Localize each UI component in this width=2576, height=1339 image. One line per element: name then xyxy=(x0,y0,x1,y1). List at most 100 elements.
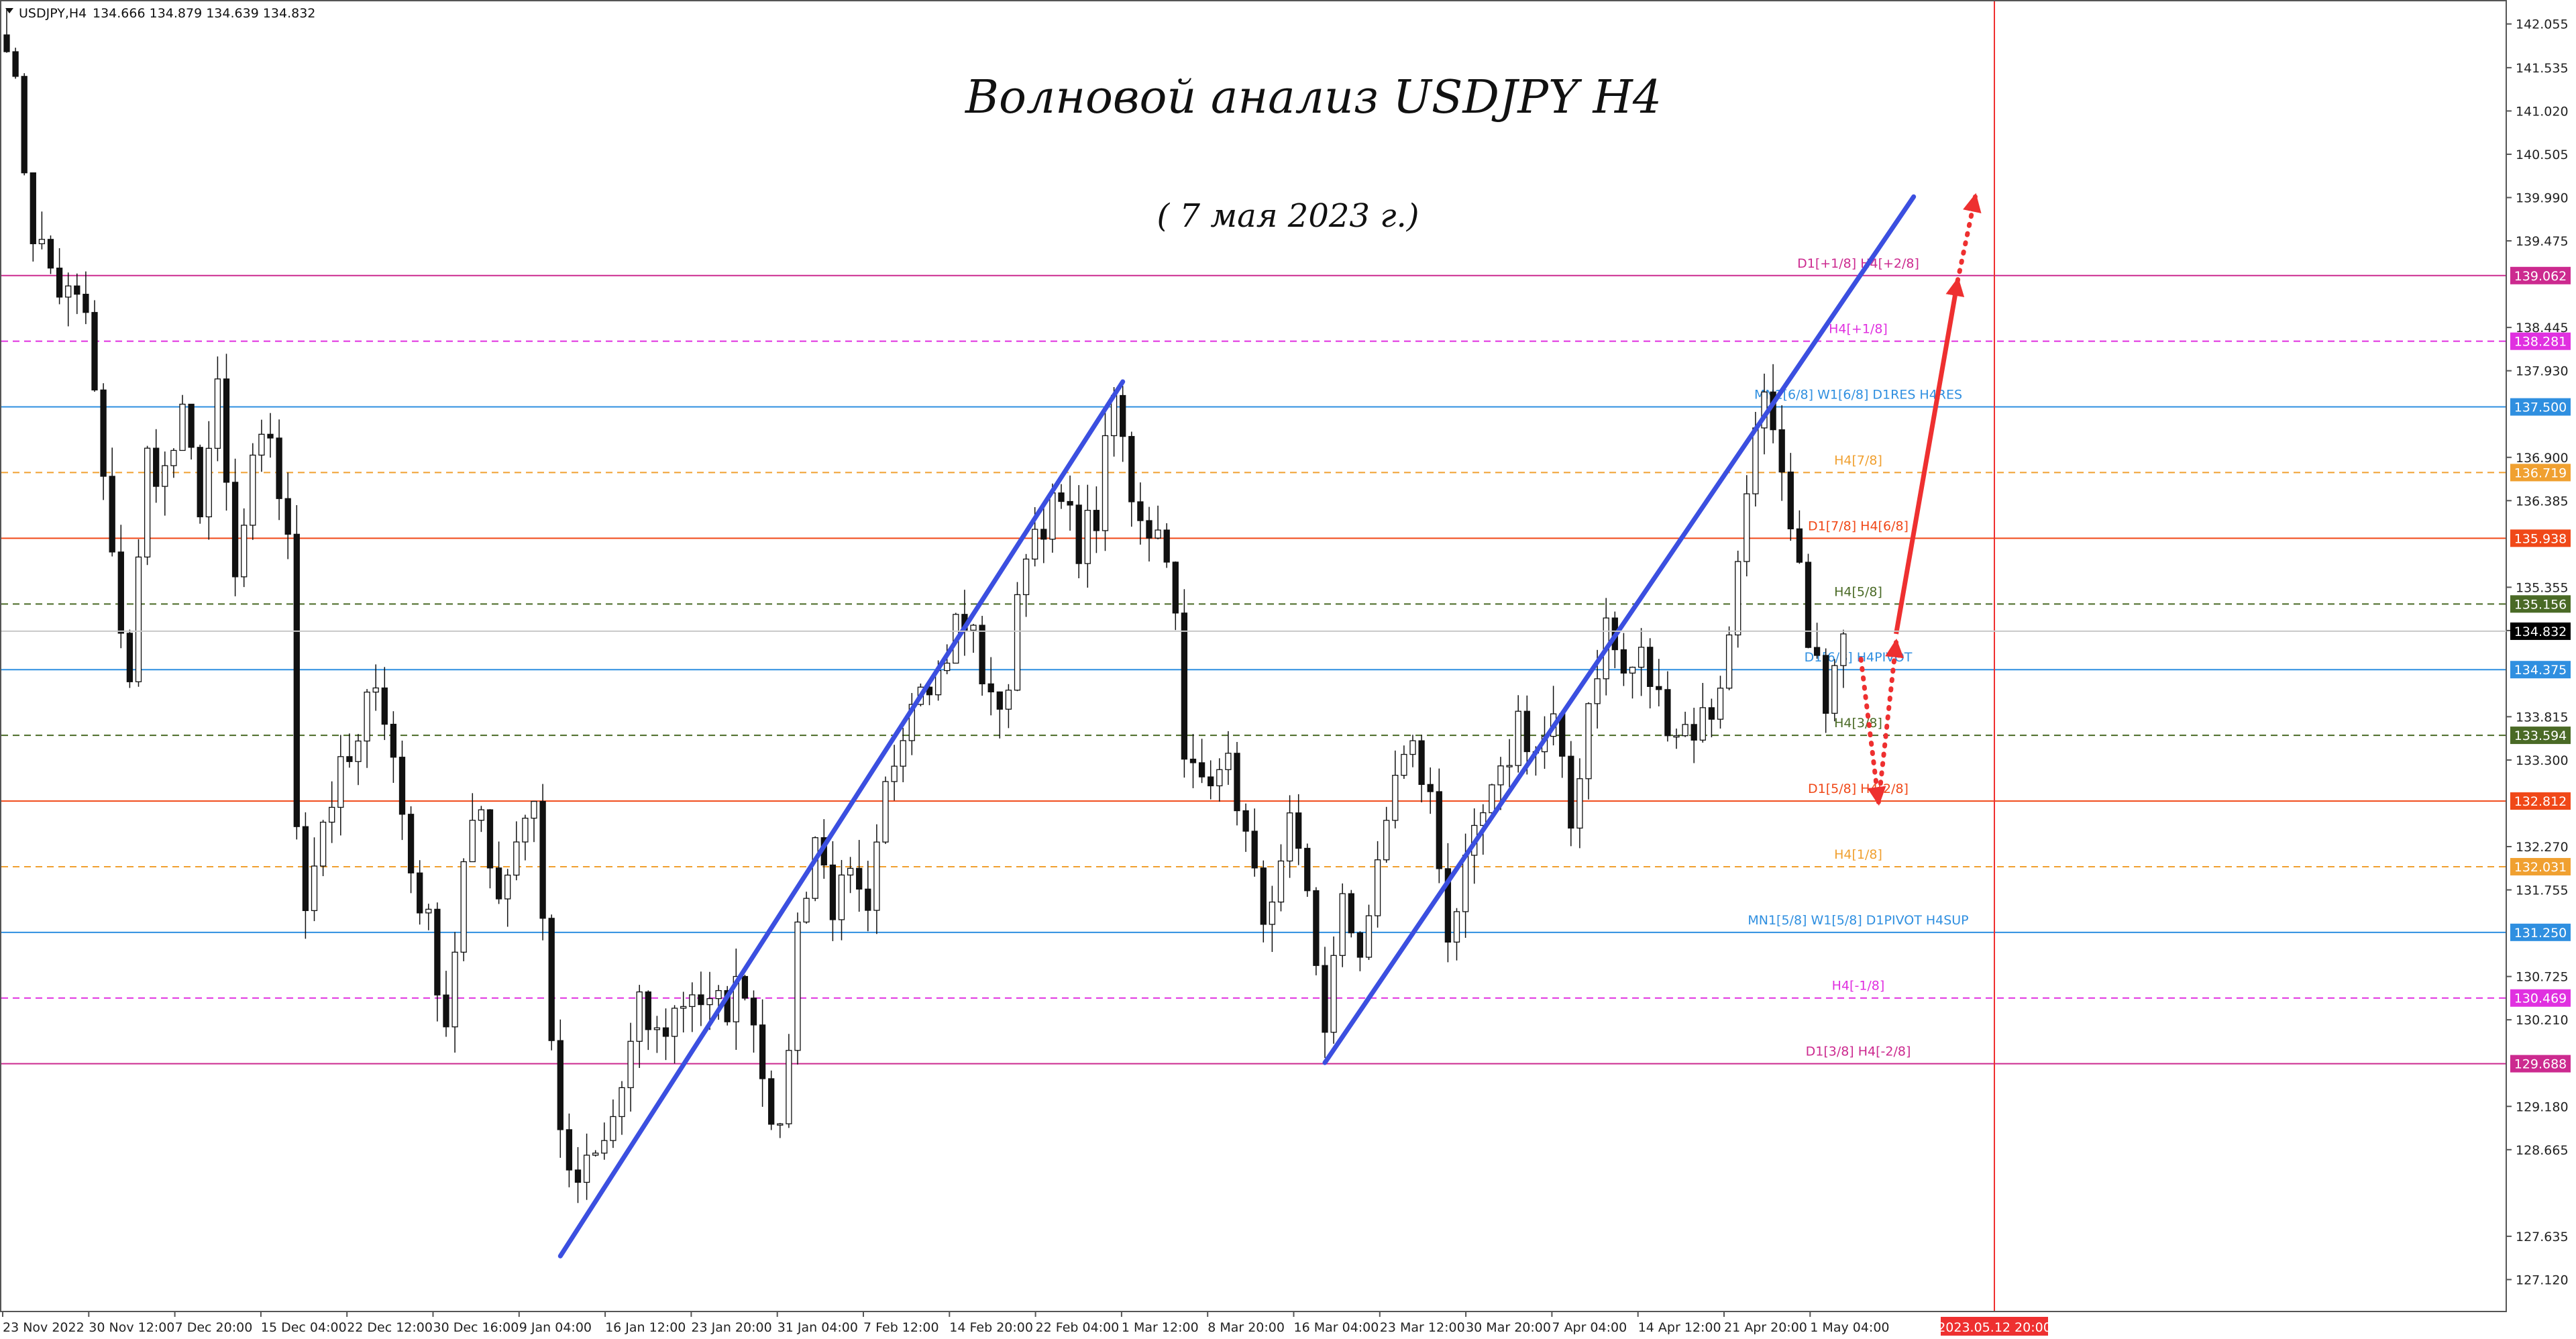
level-price-tag xyxy=(2510,857,2571,875)
x-tick-label: 30 Nov 12:00 xyxy=(89,1320,174,1335)
level-label: H4[1/8] xyxy=(1834,847,1882,862)
candle-body xyxy=(337,756,344,808)
candle-body xyxy=(908,704,915,741)
y-tick-label: 138.445 xyxy=(2516,321,2569,335)
y-tick-label: 141.020 xyxy=(2516,104,2569,119)
level-price-tag-text: 133.594 xyxy=(2514,729,2567,743)
candle-body xyxy=(205,447,212,518)
current-price-tag-text: 134.832 xyxy=(2514,625,2567,639)
candle-body xyxy=(214,378,221,449)
candle-body xyxy=(645,991,651,1030)
level-price-tag xyxy=(2510,464,2571,482)
trend-line[interactable] xyxy=(557,379,1126,1258)
candle-body xyxy=(223,378,230,483)
murrey-levels: D1[+1/8] H4[+2/8] H4[+1/8] MN1[6/8] W1[6/8… xyxy=(1,256,2506,1065)
candle-body xyxy=(1480,812,1487,826)
candle-body xyxy=(1823,655,1829,714)
chart-title: Волновой анализ USDJPY H4 xyxy=(964,71,1662,124)
candle-body xyxy=(1075,504,1082,564)
y-tick-label: 135.355 xyxy=(2516,580,2569,595)
candle-body xyxy=(74,285,80,295)
candle-body xyxy=(381,687,388,725)
level-label: D1[5/8] H4[2/8] xyxy=(1808,782,1909,796)
candle-body xyxy=(1664,689,1671,737)
candle-body xyxy=(715,989,722,1000)
candle-body xyxy=(56,267,63,298)
level-price-tag xyxy=(2510,266,2571,284)
forecast-arrows[interactable] xyxy=(1858,193,1982,806)
y-tick-label: 129.180 xyxy=(2516,1100,2569,1114)
candle-body xyxy=(1225,753,1232,770)
candle-body xyxy=(407,814,415,873)
x-tick-label: 7 Dec 20:00 xyxy=(175,1320,253,1335)
candle-body xyxy=(329,806,335,823)
level-price-tag xyxy=(2510,595,2571,613)
candle-body xyxy=(583,1155,590,1183)
candle-body xyxy=(1647,647,1654,687)
level-label: D1[3/8] H4[-2/8] xyxy=(1806,1045,1911,1059)
x-tick-label: 22 Feb 04:00 xyxy=(1036,1320,1120,1335)
candle-body xyxy=(65,285,72,298)
x-tick-label: 30 Mar 20:00 xyxy=(1466,1320,1551,1335)
candle-body xyxy=(1005,690,1012,710)
candle-body xyxy=(1304,847,1311,892)
candle-body xyxy=(355,740,362,762)
candle-body xyxy=(1699,707,1706,741)
time-axis[interactable]: 23 Nov 2022 30 Nov 12:00 7 Dec 20:00 15 Dec… xyxy=(2,1311,2051,1336)
candle-body xyxy=(1620,649,1627,674)
price-axis[interactable]: 142.055 141.535 141.020 140.505 139.990 139.4… xyxy=(1,17,2571,1288)
candle-body xyxy=(47,239,54,269)
level-price-tag xyxy=(2510,661,2571,679)
candle-body xyxy=(1462,855,1469,912)
level-price-tag xyxy=(2510,792,2571,810)
candle-body xyxy=(1796,528,1803,563)
candle-body xyxy=(250,454,256,526)
candle-body xyxy=(1356,932,1364,958)
forecast-arrow-dotted[interactable] xyxy=(1876,638,1904,805)
x-tick-label: 16 Jan 12:00 xyxy=(605,1320,686,1335)
candle-body xyxy=(1497,765,1504,786)
candle-body xyxy=(566,1129,573,1171)
y-tick-label: 130.725 xyxy=(2516,970,2569,985)
candle-body xyxy=(504,874,511,900)
candle-body xyxy=(179,403,186,451)
trend-line[interactable] xyxy=(1322,194,1917,1065)
level-price-tag xyxy=(2510,398,2571,416)
future-time-tag-text: 2023.05.12 20:00 xyxy=(1937,1320,2051,1335)
candle-body xyxy=(1348,893,1354,934)
y-tick-label: 136.385 xyxy=(2516,494,2569,508)
level-price-tag xyxy=(2510,529,2571,547)
dropdown-triangle-icon[interactable] xyxy=(5,8,13,13)
candle-body xyxy=(390,723,397,758)
x-tick-label: 8 Mar 20:00 xyxy=(1208,1320,1285,1335)
forecast-arrow-dotted[interactable] xyxy=(1858,657,1886,806)
x-tick-label: 14 Apr 12:00 xyxy=(1638,1320,1721,1335)
candle-body xyxy=(276,437,282,499)
trend-lines[interactable] xyxy=(557,194,1917,1258)
candle-body xyxy=(1506,765,1513,767)
candle-body xyxy=(1189,758,1197,763)
candle-body xyxy=(610,1116,616,1141)
candle-body xyxy=(1067,500,1073,506)
candle-body xyxy=(1682,724,1688,737)
candle-body xyxy=(1735,561,1741,636)
candle-body xyxy=(1277,860,1285,903)
candle-body xyxy=(1093,510,1100,531)
candle-body xyxy=(838,874,845,920)
candle-body xyxy=(1743,493,1750,562)
x-tick-label: 23 Mar 12:00 xyxy=(1380,1320,1465,1335)
candle-body xyxy=(126,633,133,682)
y-tick-label: 131.755 xyxy=(2516,883,2569,898)
candle-body xyxy=(531,800,537,819)
forecast-arrow-solid[interactable] xyxy=(1894,277,1965,635)
candle-body xyxy=(1022,558,1030,596)
candle-body xyxy=(627,1040,634,1088)
candle-body xyxy=(1840,633,1847,666)
candle-body xyxy=(1523,710,1530,753)
candle-body xyxy=(812,837,818,899)
x-tick-label: 1 May 04:00 xyxy=(1810,1320,1889,1335)
x-tick-label: 22 Dec 12:00 xyxy=(347,1320,433,1335)
candle-body xyxy=(1409,740,1416,755)
